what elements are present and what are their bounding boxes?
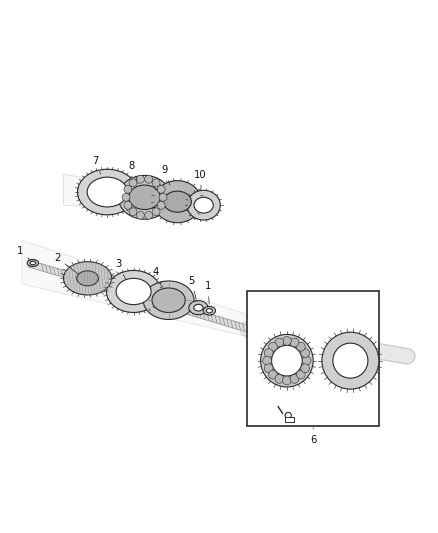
Bar [247, 290, 379, 426]
Ellipse shape [297, 342, 305, 351]
Text: 2: 2 [54, 253, 79, 274]
Ellipse shape [261, 334, 313, 387]
Ellipse shape [129, 185, 160, 209]
Ellipse shape [189, 301, 208, 314]
Ellipse shape [159, 193, 167, 201]
Text: 1: 1 [205, 281, 211, 304]
Ellipse shape [285, 413, 291, 418]
Ellipse shape [153, 181, 201, 223]
Ellipse shape [27, 260, 39, 266]
Text: 3: 3 [115, 260, 126, 279]
Ellipse shape [264, 364, 273, 373]
Ellipse shape [275, 338, 284, 347]
Ellipse shape [78, 169, 137, 215]
Text: 8: 8 [128, 161, 137, 180]
Text: 10: 10 [194, 169, 206, 188]
FancyBboxPatch shape [285, 417, 294, 422]
Ellipse shape [137, 175, 145, 183]
Ellipse shape [157, 185, 165, 193]
Ellipse shape [297, 370, 305, 379]
Ellipse shape [152, 288, 185, 312]
Ellipse shape [275, 375, 284, 383]
Ellipse shape [272, 345, 302, 376]
Ellipse shape [333, 343, 368, 378]
Ellipse shape [122, 193, 130, 201]
Ellipse shape [268, 342, 277, 351]
Ellipse shape [203, 306, 215, 315]
Ellipse shape [263, 356, 272, 365]
Polygon shape [22, 240, 247, 336]
Ellipse shape [124, 201, 132, 209]
Ellipse shape [264, 349, 273, 358]
Ellipse shape [118, 175, 171, 219]
Text: 4: 4 [152, 266, 162, 287]
Ellipse shape [290, 338, 299, 347]
Ellipse shape [206, 309, 212, 313]
Ellipse shape [87, 177, 127, 207]
Ellipse shape [77, 271, 99, 286]
Ellipse shape [301, 364, 310, 373]
Ellipse shape [152, 208, 160, 216]
Text: 9: 9 [162, 165, 170, 185]
Ellipse shape [163, 191, 191, 212]
Ellipse shape [116, 278, 151, 304]
Ellipse shape [194, 197, 213, 213]
Ellipse shape [187, 190, 220, 220]
Ellipse shape [157, 201, 165, 209]
Text: 7: 7 [92, 156, 101, 174]
Ellipse shape [145, 212, 152, 219]
Ellipse shape [268, 370, 277, 379]
Polygon shape [64, 174, 219, 214]
Ellipse shape [30, 261, 36, 265]
Ellipse shape [301, 349, 310, 358]
Ellipse shape [137, 212, 145, 219]
Ellipse shape [322, 332, 379, 389]
Ellipse shape [106, 270, 161, 312]
Ellipse shape [64, 262, 112, 295]
Ellipse shape [194, 304, 203, 311]
Ellipse shape [302, 356, 311, 365]
Ellipse shape [152, 179, 160, 187]
Ellipse shape [283, 336, 291, 345]
Polygon shape [28, 260, 247, 332]
Ellipse shape [283, 376, 291, 385]
Ellipse shape [145, 175, 152, 183]
Text: 5: 5 [189, 276, 197, 301]
Ellipse shape [129, 179, 137, 187]
Ellipse shape [143, 281, 194, 319]
Ellipse shape [129, 208, 137, 216]
Text: 6: 6 [310, 428, 316, 445]
Ellipse shape [124, 185, 132, 193]
Text: 1: 1 [17, 246, 31, 260]
Ellipse shape [290, 375, 299, 383]
